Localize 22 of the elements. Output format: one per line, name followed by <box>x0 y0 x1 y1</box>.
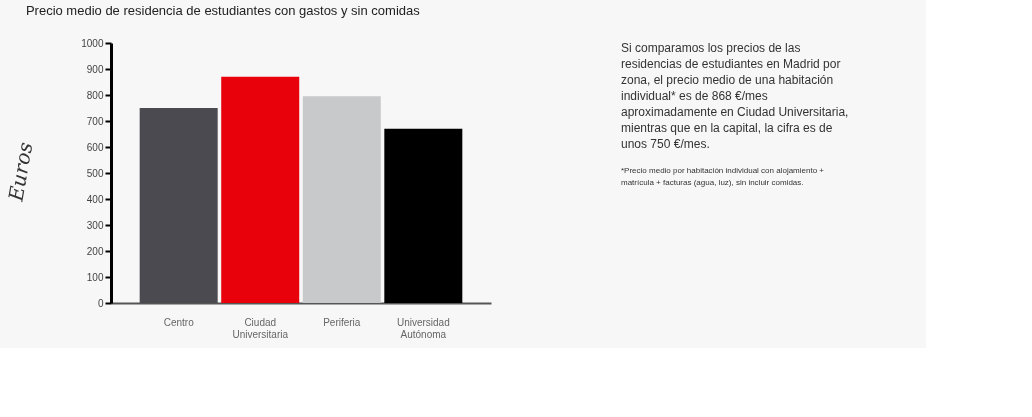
y-tick-label: 0 <box>97 297 104 309</box>
text: Si comparamos los precios de las residencias de estudiantes en Madrid por zona, el precio medio de una habitación individual* es de 868 €/mes aproximadamente en Ciudad Universitaria, mientras que en la capital, la cifra es de unos 750 €/mes. <box>621 41 849 151</box>
y-tick-label: 500 <box>86 167 104 179</box>
x-tick-label: Centro <box>163 316 195 328</box>
text: *Precio medio por habitación individual con alojamiento + matrícula + facturas (agua, luz), sin incluir comidas. <box>621 166 825 187</box>
x-tick-label: Universidad Autónoma <box>396 316 450 340</box>
bar <box>221 76 300 303</box>
y-tick-label: 600 <box>86 141 104 153</box>
y-tick-label: 900 <box>86 63 104 75</box>
y-tick-label: 300 <box>86 219 104 231</box>
y-tick-label: 400 <box>86 193 104 205</box>
y-tick-label: 100 <box>86 271 104 283</box>
y-tick-label: 800 <box>86 89 104 101</box>
bar <box>384 128 463 303</box>
y-axis-title: Euros <box>3 140 38 204</box>
bar <box>302 96 381 303</box>
chart-title: Precio medio de residencia de estudiantes con gastos y sin comidas <box>25 3 421 18</box>
y-tick-label: 700 <box>86 115 104 127</box>
y-tick-label: 200 <box>86 245 104 257</box>
x-tick-label: Periferia <box>323 316 361 328</box>
y-tick-label: 1000 <box>81 37 104 49</box>
x-tick-label: Ciudad Universitaria <box>232 316 289 340</box>
